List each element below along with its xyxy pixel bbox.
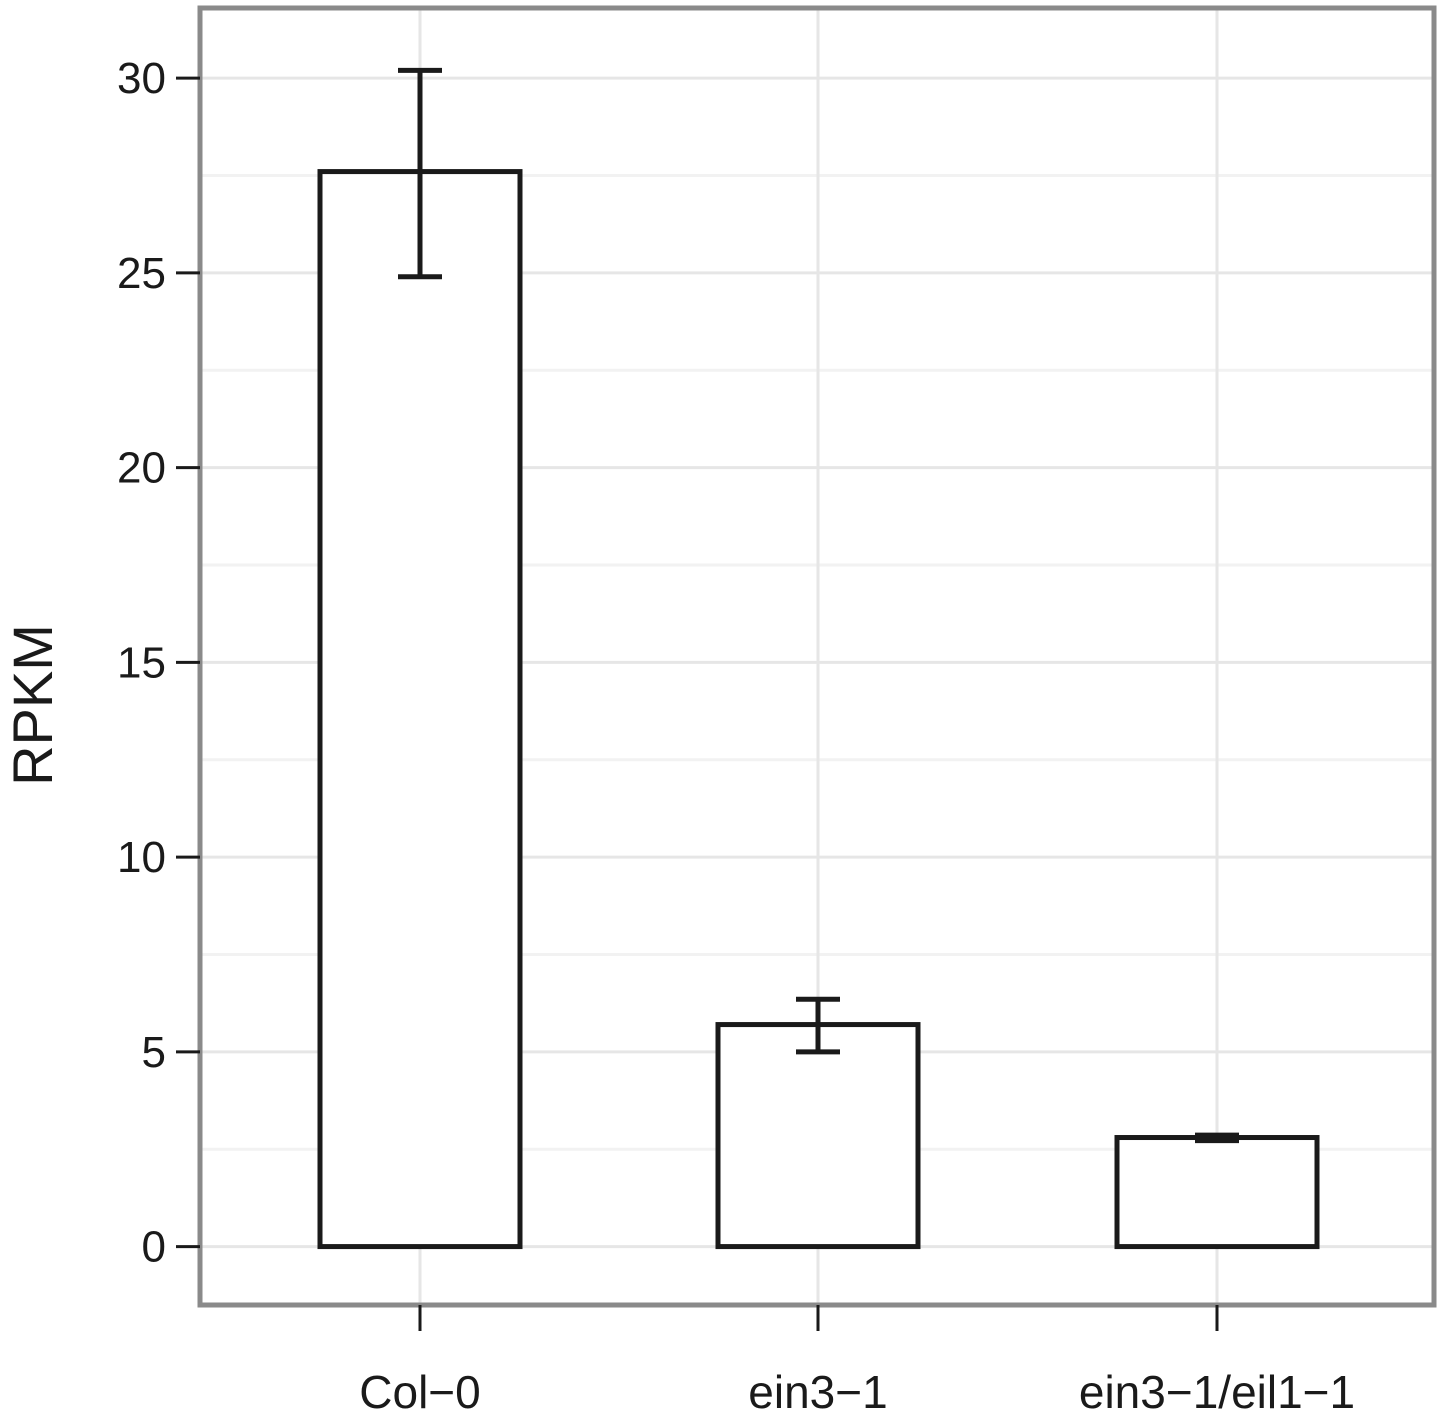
bars-layer [317, 169, 1320, 1250]
x-tick-label: ein3−1 [748, 1366, 887, 1417]
x-tick-label: Col−0 [359, 1366, 480, 1417]
y-tick-label: 20 [117, 444, 166, 493]
bar-2 [715, 1022, 921, 1250]
y-tick-label: 5 [142, 1028, 166, 1077]
x-axis: Col−0 ein3−1 ein3−1/eil1−1 [359, 1305, 1355, 1418]
y-axis-title: RPKM [1, 624, 64, 786]
error-bars-layer [398, 67, 1239, 1144]
error-bar-3 [1195, 1132, 1239, 1144]
y-tick-label: 10 [117, 833, 166, 882]
x-tick-label: ein3−1/eil1−1 [1079, 1366, 1355, 1417]
y-tick-label: 30 [117, 54, 166, 103]
y-axis: 0 5 10 15 20 25 30 [117, 54, 200, 1272]
bar-1 [317, 169, 523, 1250]
y-tick-label: 0 [142, 1223, 166, 1272]
error-bar-1 [398, 67, 442, 280]
error-bar-2 [796, 996, 840, 1055]
y-tick-label: 15 [117, 638, 166, 687]
y-tick-label: 25 [117, 249, 166, 298]
bar-3 [1114, 1135, 1320, 1250]
